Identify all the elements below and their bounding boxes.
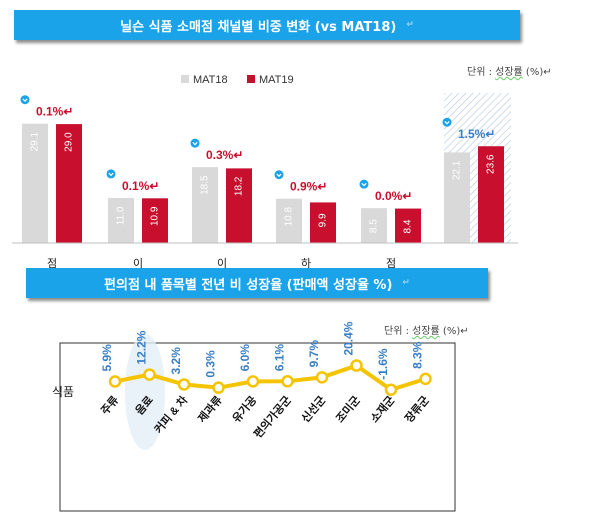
growth-point [177, 378, 191, 391]
category-label: 제과류 [195, 393, 225, 425]
bar-value-label: 29.1 [30, 132, 41, 152]
category-label: 조미군 [333, 393, 363, 425]
growth-value-label: 8.3% [411, 341, 425, 369]
change-label: 0.9%↵ [290, 180, 327, 194]
growth-point [143, 368, 156, 381]
change-label: 0.0%↵ [375, 189, 412, 203]
chart2-unit-label: 단위 : 성장률 (%)↵ [384, 322, 469, 337]
growth-point [281, 375, 294, 388]
bar-mat18 [108, 197, 134, 243]
change-arrow-icon [20, 95, 30, 105]
chart2-title-mark: ↵ [402, 278, 410, 288]
growth-value-label: 5.9% [100, 344, 114, 372]
growth-value-label: 6.1% [273, 344, 287, 372]
change-arrow-chevron [192, 141, 198, 146]
highlight-oval [125, 334, 165, 450]
growth-point [108, 375, 122, 388]
chart2-unit-suffix: (%)↵ [439, 326, 469, 337]
bar-mat19 [56, 124, 82, 243]
bar-mat18 [361, 208, 387, 243]
legend-label-mat19: MAT19 [259, 74, 294, 86]
change-arrow-chevron [444, 121, 450, 125]
bar-value-label: 18.5 [200, 175, 211, 195]
growth-point [315, 371, 329, 384]
bar-value-label: 23.6 [486, 154, 497, 174]
chart1-title-banner: 닐슨 식품 소매점 채널별 비중 변화 (vs MAT18) ↵ [14, 10, 520, 40]
growth-value-label: 3.2% [169, 347, 183, 375]
bar-value-label: 11.0 [116, 206, 127, 225]
category-label: 점 [47, 257, 57, 270]
bar-mat18 [444, 152, 470, 243]
growth-point [419, 372, 432, 386]
bar-value-label: 8.5 [369, 219, 380, 233]
change-arrow-icon [359, 179, 369, 189]
chart1-title: 닐슨 식품 소매점 채널별 비중 변화 (vs MAT18) [120, 19, 397, 35]
bar-mat19 [395, 208, 421, 243]
change-label: 0.3%↵ [206, 148, 243, 162]
growth-point [384, 383, 398, 397]
chart2-title: 편의점 내 품목별 전년 비 성장율 (판매액 성장율 %) [104, 277, 393, 293]
bar-value-label: 22.1 [452, 160, 463, 180]
chart2-title-banner: 편의점 내 품목별 전년 비 성장율 (판매액 성장율 %) ↵ [26, 268, 488, 298]
category-label: 하 [301, 256, 311, 270]
row-label: 식품 [52, 385, 74, 399]
growth-value-label: 6.0% [238, 344, 252, 372]
growth-value-label: -1.6% [376, 348, 390, 380]
chart2-unit-word: 성장률 [412, 326, 440, 337]
bar-mat19 [310, 202, 336, 243]
change-label: 0.1%↵ [36, 105, 73, 119]
change-arrow-icon [190, 138, 200, 148]
bar-mat18 [276, 198, 302, 243]
category-label: 신선군 [298, 393, 328, 425]
category-label: 점 [386, 257, 396, 270]
category-label: 주류 [98, 394, 121, 418]
category-label: 유가공 [229, 393, 259, 425]
change-label: 0.1%↵ [122, 179, 159, 193]
bar-value-label: 9.9 [318, 213, 329, 227]
category-label: 이 [133, 257, 143, 270]
line-chart-frame [59, 342, 456, 512]
growth-value-label: 20.4% [342, 321, 356, 355]
bar-value-label: 8.4 [403, 219, 414, 233]
bar-mat18 [22, 123, 48, 243]
change-arrow-chevron [361, 182, 367, 187]
change-arrow-chevron [22, 98, 28, 103]
bar-value-label: 18.2 [234, 176, 245, 196]
bar-value-label: 10.9 [150, 206, 161, 226]
bar-mat19 [478, 146, 504, 243]
chart1-unit-suffix: (%)↵ [522, 67, 552, 78]
legend-swatch-mat18 [181, 75, 189, 83]
legend-label-mat18: MAT18 [193, 74, 228, 86]
bar-value-label: 10.8 [284, 207, 295, 227]
bar-mat19 [142, 198, 168, 243]
growth-line [114, 363, 427, 392]
chart2-unit-prefix: 단위 : [384, 326, 413, 337]
growth-point [212, 381, 225, 394]
change-arrow-icon [106, 169, 116, 179]
chart1-unit-prefix: 단위 : [467, 67, 496, 78]
change-arrow-chevron [108, 172, 114, 177]
chart1-title-mark: ↵ [406, 20, 414, 30]
growth-value-label: 12.2% [135, 330, 149, 364]
change-arrow-icon [274, 170, 284, 180]
bar-mat18 [192, 167, 218, 243]
category-label: 소재군 [367, 393, 397, 425]
growth-point [350, 359, 363, 372]
category-label: 장류군 [402, 393, 432, 425]
bar-mat19 [226, 168, 252, 243]
bar-value-label: 29.0 [64, 132, 75, 152]
growth-point [246, 375, 260, 388]
change-arrow-icon [442, 117, 452, 127]
growth-value-label: 9.7% [307, 340, 321, 368]
change-arrow-chevron [276, 173, 282, 178]
change-label: 1.5%↵ [458, 127, 495, 141]
growth-value-label: 0.3% [204, 350, 218, 378]
chart1-unit-word: 성장률 [495, 67, 523, 78]
chart1-unit-label: 단위 : 성장률 (%)↵ [467, 63, 552, 78]
category-label: 이 [217, 257, 227, 270]
legend-swatch-mat19 [247, 75, 255, 83]
